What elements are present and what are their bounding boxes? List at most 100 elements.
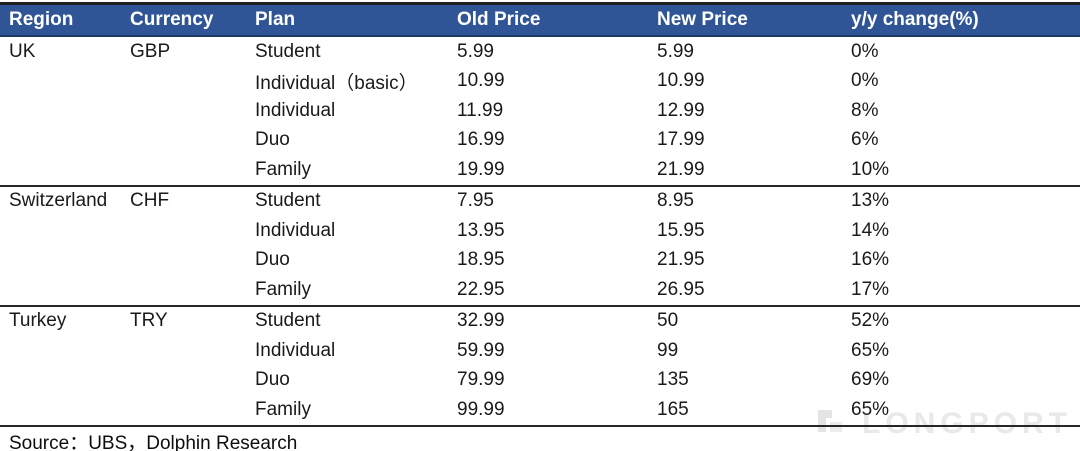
yoy-change-cell: 0%	[851, 40, 879, 62]
plan-cell: Individual	[255, 99, 336, 121]
yoy-change-cell: 0%	[851, 70, 879, 92]
yoy-change-cell: 6%	[851, 129, 879, 151]
yoy-change-cell: 8%	[851, 99, 879, 121]
old-price-cell: 13.95	[457, 219, 505, 241]
table-row: Switzerland CHF Student 7.95 8.95 13%	[0, 184, 1080, 216]
table-row: Individual 59.99 99 65%	[0, 336, 1080, 366]
old-price-cell: 99.99	[457, 395, 657, 427]
region-cell	[0, 96, 130, 126]
table-row: Duo 18.95 21.95 16%	[0, 246, 1080, 276]
table-row: Individual 13.95 15.95 14%	[0, 216, 1080, 246]
yoy-change-cell: 10%	[851, 158, 890, 180]
old-price-cell: 11.99	[457, 99, 504, 121]
new-price-cell: 15.95	[657, 219, 705, 241]
region-cell	[0, 275, 130, 306]
new-price-cell: 50	[657, 304, 851, 336]
plan-cell: Student	[255, 304, 457, 336]
header-plan: Plan	[255, 3, 457, 37]
region-cell	[0, 126, 130, 156]
currency-cell: GBP	[130, 40, 171, 62]
table-row: Individual（basic） 10.99 10.99 0%	[0, 67, 1080, 97]
region-cell: Turkey	[0, 304, 130, 336]
old-price-cell: 18.95	[457, 249, 505, 271]
plan-cell: Individual	[255, 219, 336, 241]
yoy-change-cell: 52%	[851, 304, 1080, 336]
region-cell	[0, 67, 130, 97]
pricing-table: Region Currency Plan Old Price New Price…	[0, 2, 1080, 427]
new-price-cell: 17.99	[657, 129, 705, 151]
region-cell	[0, 395, 130, 427]
new-price-cell: 12.99	[657, 99, 705, 121]
currency-cell	[130, 126, 255, 156]
table-body: UK GBP Student 5.99 5.99 0% Individual（basic） 1…	[0, 36, 1080, 427]
plan-cell: Duo	[255, 129, 290, 151]
region-cell	[0, 155, 130, 186]
new-price-cell: 99	[657, 339, 679, 361]
table-row: Duo 16.99 17.99 6%	[0, 126, 1080, 156]
yoy-change-cell: 13%	[851, 184, 1080, 216]
plan-cell: Family	[255, 278, 311, 300]
old-price-cell: 79.99	[457, 369, 505, 391]
currency-cell	[130, 96, 255, 126]
table-row: Turkey TRY Student 32.99 50 52%	[0, 304, 1080, 336]
new-price-cell: 135	[657, 369, 689, 391]
yoy-change-cell: 69%	[851, 369, 890, 391]
currency-cell	[130, 395, 255, 427]
old-price-cell: 19.99	[457, 158, 505, 180]
plan-cell: Family	[255, 158, 311, 180]
region-cell	[0, 336, 130, 366]
table-row: Duo 79.99 135 69%	[0, 366, 1080, 396]
plan-cell: Individual	[255, 339, 336, 361]
old-price-cell: 10.99	[457, 70, 505, 92]
header-old-price: Old Price	[457, 3, 657, 37]
currency-cell: TRY	[130, 304, 255, 336]
header-yoy-change: y/y change(%)	[851, 3, 1080, 37]
table-header: Region Currency Plan Old Price New Price…	[0, 3, 1080, 37]
currency-cell	[130, 336, 255, 366]
plan-cell: Family	[255, 395, 457, 427]
table-row: Family 99.99 165 65%	[0, 395, 1080, 427]
new-price-cell: 165	[657, 395, 851, 427]
old-price-cell: 22.95	[457, 278, 505, 300]
new-price-cell: 8.95	[657, 184, 851, 216]
header-region: Region	[0, 3, 130, 37]
table-row: Family 22.95 26.95 17%	[0, 275, 1080, 306]
new-price-cell: 5.99	[657, 40, 694, 62]
plan-cell: Individual（basic）	[255, 72, 418, 94]
old-price-cell: 5.99	[457, 40, 494, 62]
currency-cell	[130, 366, 255, 396]
region-cell	[0, 366, 130, 396]
plan-cell: Duo	[255, 369, 290, 391]
table-row: Family 19.99 21.99 10%	[0, 155, 1080, 186]
currency-cell	[130, 216, 255, 246]
yoy-change-cell: 65%	[851, 395, 1080, 427]
table-row: Individual 11.99 12.99 8%	[0, 96, 1080, 126]
plan-cell: Student	[255, 184, 457, 216]
old-price-cell: 7.95	[457, 184, 657, 216]
currency-cell: CHF	[130, 184, 255, 216]
plan-cell: Duo	[255, 249, 290, 271]
currency-cell	[130, 275, 255, 306]
header-currency: Currency	[130, 3, 255, 37]
old-price-cell: 32.99	[457, 304, 657, 336]
currency-cell	[130, 246, 255, 276]
header-new-price: New Price	[657, 3, 851, 37]
yoy-change-cell: 65%	[851, 339, 890, 361]
region-cell: UK	[9, 40, 36, 62]
currency-cell	[130, 67, 255, 97]
region-cell: Switzerland	[0, 184, 130, 216]
yoy-change-cell: 16%	[851, 249, 890, 271]
header-row: Region Currency Plan Old Price New Price…	[0, 3, 1080, 37]
region-cell	[0, 216, 130, 246]
plan-cell: Student	[255, 40, 321, 62]
new-price-cell: 26.95	[657, 278, 705, 300]
yoy-change-cell: 17%	[851, 278, 890, 300]
region-cell	[0, 246, 130, 276]
table-row: UK GBP Student 5.99 5.99 0%	[0, 36, 1080, 67]
source-note: Source：UBS，Dolphin Research	[9, 432, 298, 451]
old-price-cell: 16.99	[457, 129, 505, 151]
new-price-cell: 21.99	[657, 158, 705, 180]
old-price-cell: 59.99	[457, 339, 505, 361]
currency-cell	[130, 155, 255, 186]
